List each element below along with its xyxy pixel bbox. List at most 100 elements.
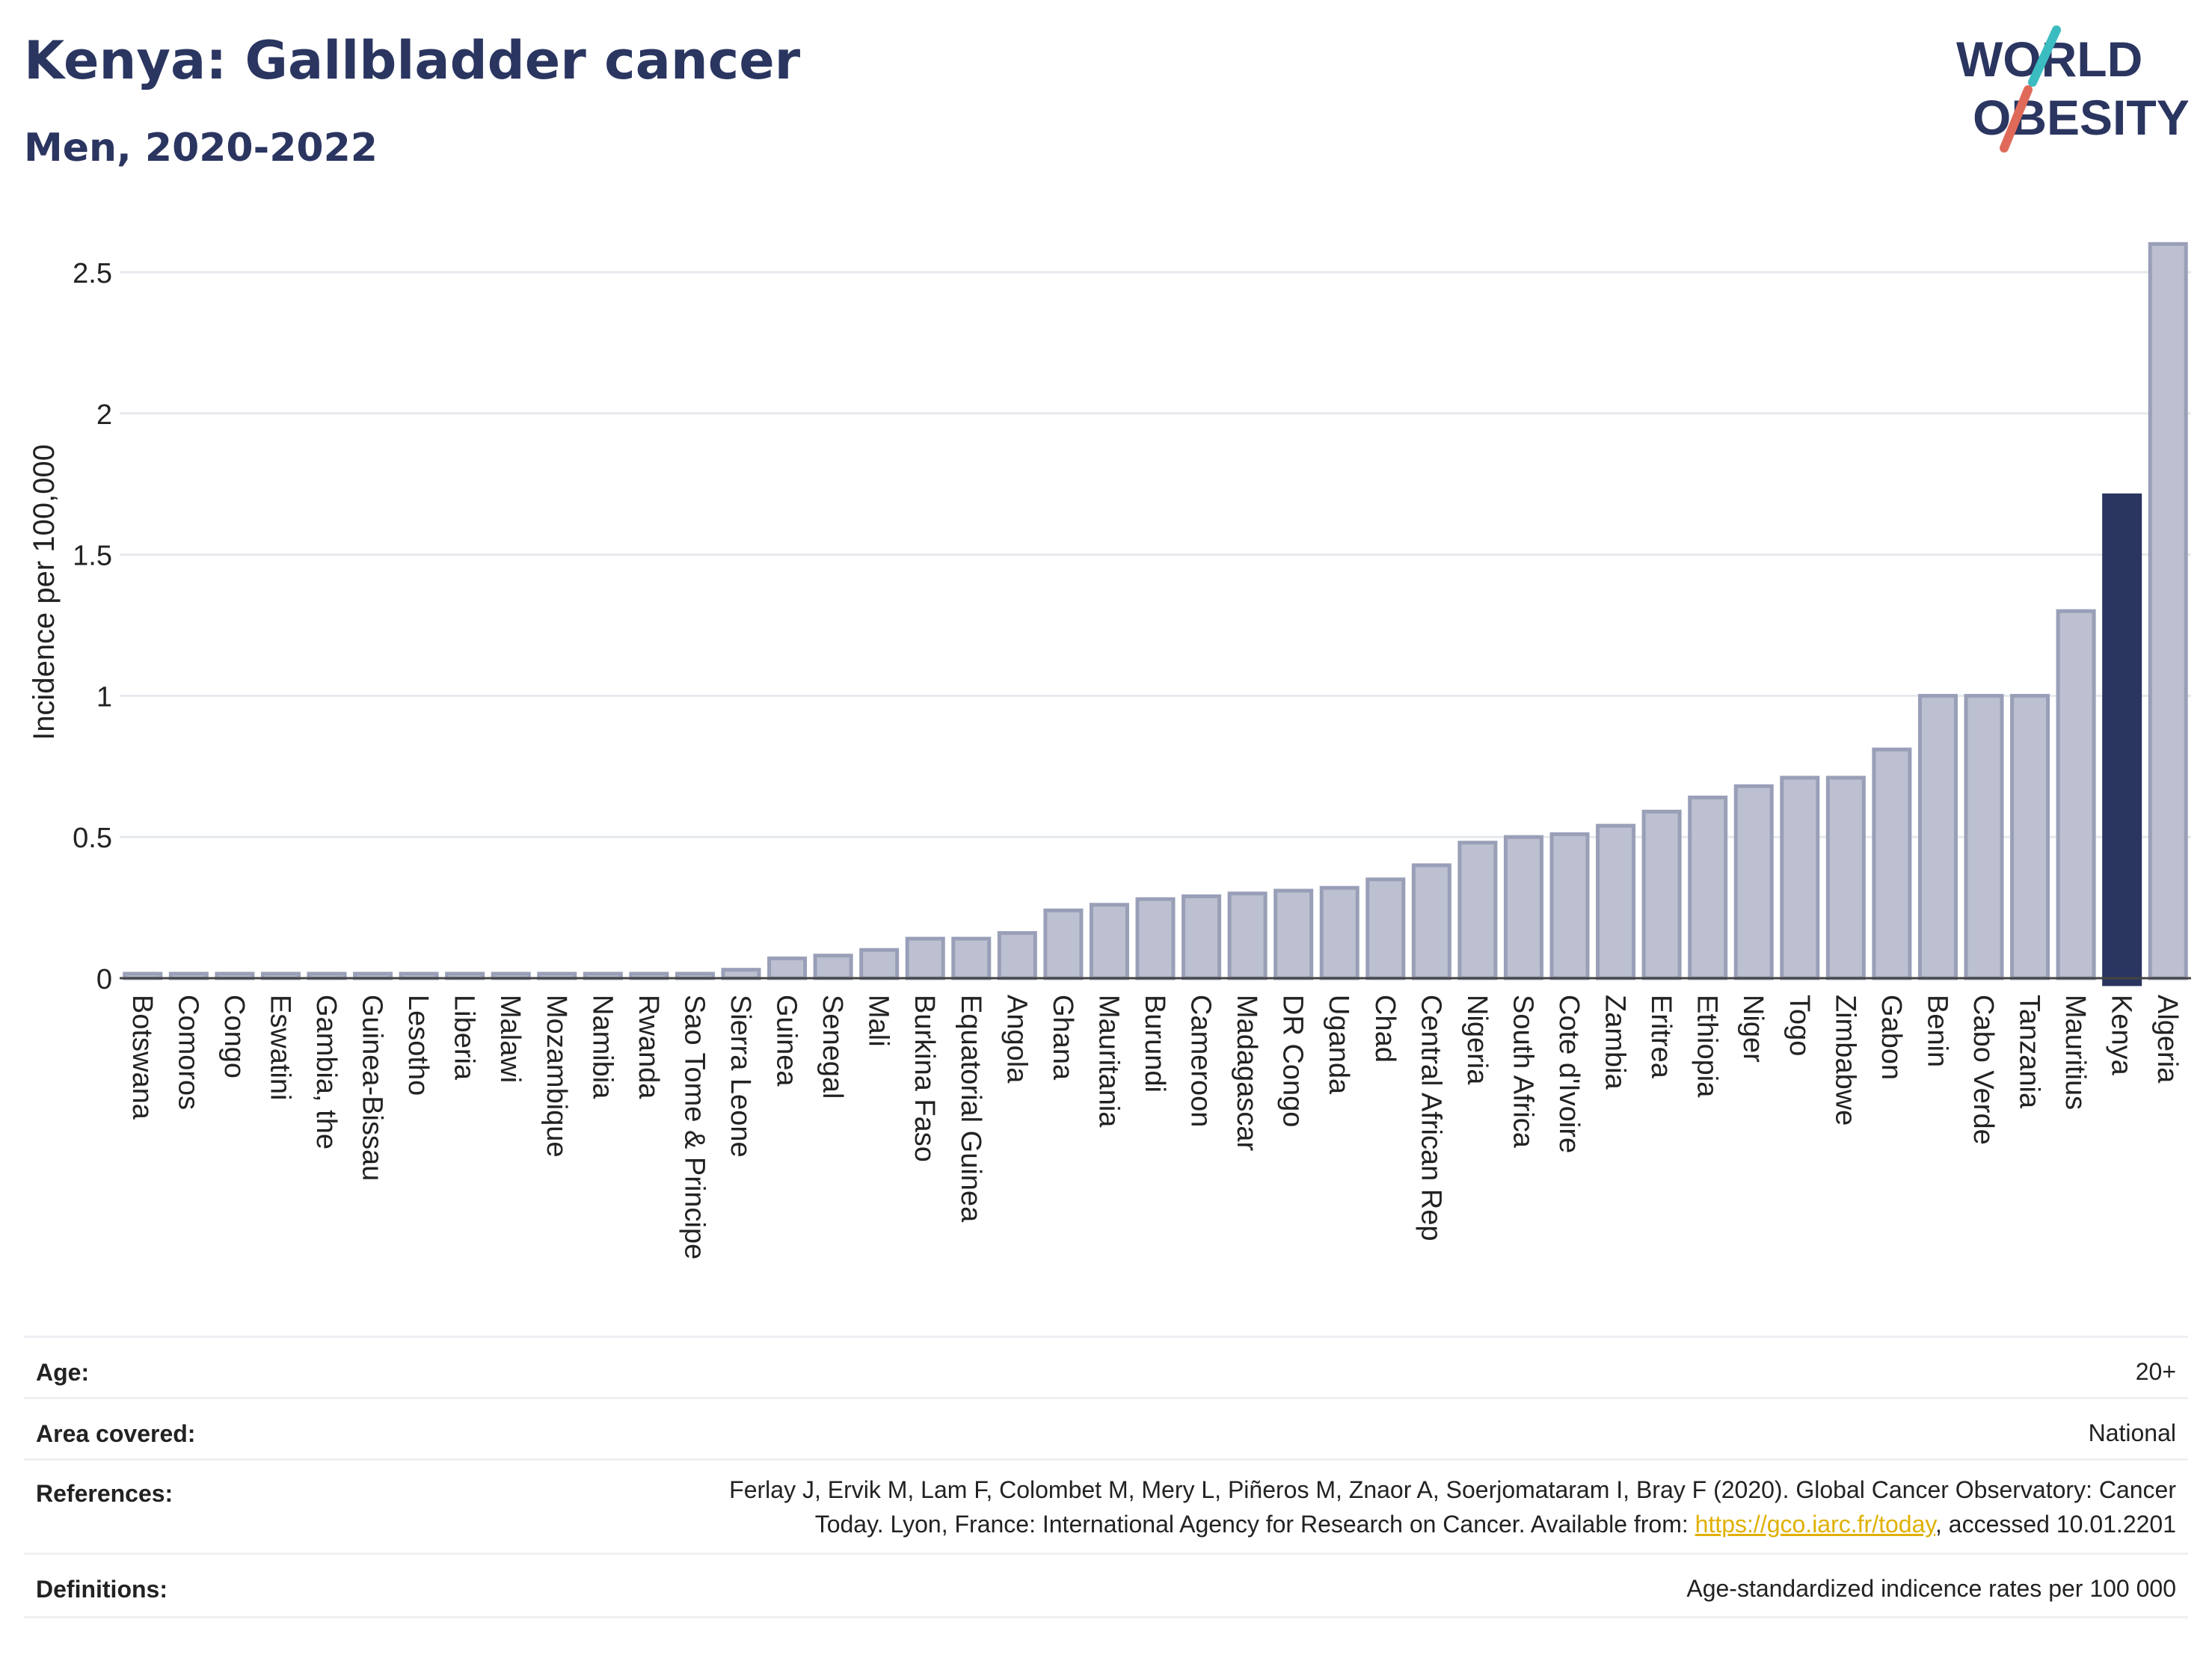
area-label: Area covered: <box>36 1420 196 1447</box>
x-tick-label: Lesotho <box>402 995 434 1096</box>
x-tick-label: Angola <box>1001 995 1032 1084</box>
bar-ethiopia <box>1688 795 1728 980</box>
bar-chad <box>1365 877 1406 980</box>
x-tick-label: Comoros <box>172 995 203 1110</box>
x-tick-label: Mozambique <box>541 995 572 1158</box>
page-subtitle: Men, 2020-2022 <box>24 126 378 171</box>
bars <box>123 242 2188 986</box>
bar-equatorial-guinea <box>951 936 992 980</box>
x-tick-label: Senegal <box>817 995 848 1099</box>
definitions-value: Age-standardized indicence rates per 100… <box>1686 1575 2176 1602</box>
bar-zambia <box>1596 823 1636 980</box>
x-tick-label: Central African Rep <box>1415 995 1446 1241</box>
x-tick-label: Mali <box>863 995 894 1047</box>
x-tick-label: Mauritania <box>1093 995 1124 1128</box>
x-tick-label: Kenya <box>2106 995 2137 1076</box>
bar-togo <box>1780 776 1820 980</box>
bar-madagascar <box>1227 891 1268 980</box>
references-line1: Ferlay J, Ervik M, Lam F, Colombet M, Me… <box>729 1476 2176 1503</box>
bar-tanzania <box>2010 693 2050 980</box>
x-tick-label: Mauritius <box>2059 995 2091 1110</box>
x-tick-label: Tanzania <box>2014 995 2045 1109</box>
bar-central-african-rep <box>1411 863 1451 980</box>
y-tick-label: 2 <box>96 399 112 431</box>
x-tick-label: Ethiopia <box>1692 995 1723 1098</box>
info-row-definitions: Definitions: Age-standardized indicence … <box>24 1553 2188 1618</box>
x-tick-label: Burkina Faso <box>909 995 940 1162</box>
y-tick-label: 1.5 <box>73 541 112 572</box>
x-tick-label: Benin <box>1921 995 1953 1067</box>
bar-sierra-leone <box>721 968 761 980</box>
info-table: Age: 20+ Area covered: National Referenc… <box>24 1336 2188 1620</box>
references-line2-post: , accessed 10.01.2201 <box>1935 1511 2176 1538</box>
x-tick-label: Algeria <box>2151 995 2183 1084</box>
x-tick-label: Eswatini <box>264 995 295 1101</box>
bar-nigeria <box>1457 841 1498 980</box>
bar-niger <box>1733 784 1774 980</box>
bar-kenya <box>2102 493 2142 986</box>
x-tick-label: Cabo Verde <box>1967 995 1999 1145</box>
bar-gabon <box>1872 747 1912 980</box>
bar-mauritius <box>2056 609 2096 980</box>
bar-angola <box>997 931 1037 980</box>
info-row-area: Area covered: National <box>24 1397 2188 1461</box>
x-tick-label: DR Congo <box>1277 995 1309 1127</box>
logo-slash-teal <box>2028 25 2061 87</box>
bar-uganda <box>1319 885 1360 980</box>
age-label: Age: <box>36 1359 90 1386</box>
bar-guinea <box>767 957 808 980</box>
x-tick-label: Guinea <box>771 995 802 1087</box>
area-value: National <box>2088 1419 2176 1446</box>
bar-mali <box>859 948 900 980</box>
x-tick-label: Zambia <box>1600 995 1631 1090</box>
x-tick-label: South Africa <box>1507 995 1538 1149</box>
x-tick-label: Botswana <box>126 995 158 1120</box>
y-tick-label: 0.5 <box>73 823 112 854</box>
bar-dr-congo <box>1274 888 1314 980</box>
x-tick-label: Guinea-Bissau <box>357 995 388 1181</box>
x-tick-label: Chad <box>1369 995 1401 1063</box>
bar-zimbabwe <box>1825 776 1866 980</box>
bar-eritrea <box>1641 809 1682 980</box>
x-tick-label: Uganda <box>1323 995 1354 1095</box>
x-tick-label: Cameroon <box>1185 995 1217 1127</box>
x-tick-label: Gabon <box>1875 995 1907 1080</box>
y-tick-label: 1 <box>96 681 112 713</box>
bar-cote-d-ivoire <box>1549 832 1590 980</box>
x-tick-label: Nigeria <box>1461 995 1493 1085</box>
bar-benin <box>1917 693 1958 980</box>
bar-algeria <box>2148 242 2188 980</box>
bar-burundi <box>1135 897 1176 980</box>
y-axis-label: Incidence per 100,000 <box>28 444 61 740</box>
logo-slash-red <box>2000 85 2033 153</box>
references-link[interactable]: https://gco.iarc.fr/today <box>1695 1511 1935 1538</box>
x-tick-label: Niger <box>1737 995 1769 1063</box>
y-tick-label: 2.5 <box>73 258 112 289</box>
bar-south-africa <box>1503 835 1543 980</box>
y-tick-labels: 0 0.5 1 1.5 2 2.5 <box>73 258 112 995</box>
x-tick-label: Gambia, the <box>310 995 342 1149</box>
age-value: 20+ <box>2135 1358 2176 1385</box>
x-tick-label: Eritrea <box>1645 995 1677 1079</box>
x-tick-label: Sao Tome & Principe <box>678 995 710 1259</box>
x-tick-label: Namibia <box>586 995 618 1099</box>
bar-chart: 0 0.5 1 1.5 2 2.5 Botswana Comoros Congo Eswatin… <box>28 242 2191 1259</box>
x-tick-label: Congo <box>218 995 250 1078</box>
bar-ghana <box>1043 908 1084 980</box>
x-tick-label: Liberia <box>449 995 480 1081</box>
y-tick-label: 0 <box>96 964 112 995</box>
x-tick-label: Burundi <box>1139 995 1170 1093</box>
definitions-label: Definitions: <box>36 1576 168 1603</box>
x-tick-label: Sierra Leone <box>725 995 756 1158</box>
bar-mauritania <box>1089 903 1129 980</box>
x-tick-label: Togo <box>1784 995 1815 1056</box>
x-tick-label: Equatorial Guinea <box>955 995 986 1223</box>
x-tick-label: Rwanda <box>633 995 664 1099</box>
x-tick-labels: Botswana Comoros Congo Eswatini Gambia, the G… <box>126 995 2183 1259</box>
info-row-age: Age: 20+ <box>24 1336 2188 1399</box>
x-tick-label: Cote d'Ivoire <box>1553 995 1585 1153</box>
references-line2-pre: Today. Lyon, France: International Agenc… <box>814 1511 1695 1538</box>
x-tick-label: Malawi <box>494 995 526 1083</box>
x-tick-label: Madagascar <box>1231 995 1262 1151</box>
page-title: Kenya: Gallbladder cancer <box>24 30 801 91</box>
